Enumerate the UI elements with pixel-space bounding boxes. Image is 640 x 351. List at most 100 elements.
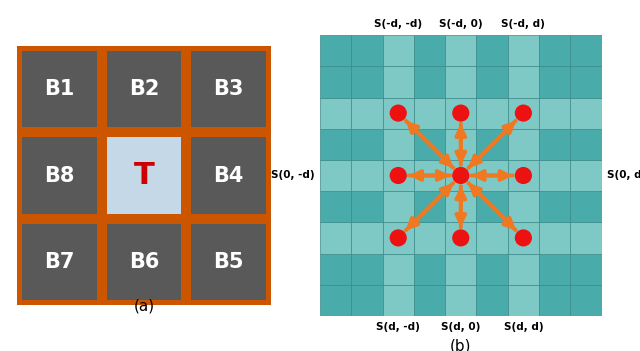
Bar — [508, 66, 539, 98]
Bar — [107, 51, 181, 127]
Bar — [476, 35, 508, 66]
Bar — [445, 129, 476, 160]
Bar — [445, 191, 476, 222]
Bar — [445, 253, 476, 285]
Bar — [351, 98, 383, 129]
Bar — [476, 253, 508, 285]
Bar — [22, 138, 97, 213]
Bar — [508, 35, 539, 66]
Text: B5: B5 — [213, 252, 244, 272]
Bar — [445, 160, 476, 191]
Text: T: T — [134, 161, 154, 190]
Circle shape — [453, 230, 468, 246]
Bar — [508, 129, 539, 160]
Text: (b): (b) — [450, 338, 472, 351]
Bar — [191, 138, 266, 213]
Bar — [320, 160, 351, 191]
Bar — [22, 51, 97, 127]
Circle shape — [515, 168, 531, 183]
Bar — [351, 66, 383, 98]
Bar — [383, 253, 414, 285]
Bar — [570, 129, 602, 160]
Text: S(d, d): S(d, d) — [504, 322, 543, 331]
Bar — [476, 191, 508, 222]
Bar — [539, 35, 570, 66]
Bar — [445, 66, 476, 98]
Bar — [351, 129, 383, 160]
Bar — [383, 160, 414, 191]
Bar — [445, 35, 476, 66]
Text: B6: B6 — [129, 252, 159, 272]
Bar — [320, 35, 351, 66]
Bar — [508, 222, 539, 253]
Text: (a): (a) — [133, 298, 155, 313]
Bar — [570, 253, 602, 285]
Text: S(0, d): S(0, d) — [607, 171, 640, 180]
Bar — [414, 66, 445, 98]
Bar — [570, 285, 602, 316]
Bar — [570, 66, 602, 98]
Bar — [320, 98, 351, 129]
Text: B7: B7 — [44, 252, 75, 272]
Bar — [414, 253, 445, 285]
Circle shape — [390, 105, 406, 121]
Bar — [476, 129, 508, 160]
Bar — [414, 98, 445, 129]
Bar — [414, 129, 445, 160]
Bar — [191, 51, 266, 127]
Bar — [351, 222, 383, 253]
Bar — [107, 138, 181, 213]
Bar — [508, 160, 539, 191]
Bar — [351, 285, 383, 316]
Bar — [508, 98, 539, 129]
Bar — [383, 35, 414, 66]
Text: S(0, -d): S(0, -d) — [271, 171, 314, 180]
Text: S(-d, d): S(-d, d) — [502, 20, 545, 29]
Bar — [476, 98, 508, 129]
Bar — [383, 285, 414, 316]
Bar — [539, 66, 570, 98]
Bar — [414, 285, 445, 316]
Bar — [414, 222, 445, 253]
Bar — [320, 285, 351, 316]
Bar — [570, 98, 602, 129]
Bar — [320, 191, 351, 222]
Text: B4: B4 — [213, 166, 244, 185]
Bar — [383, 98, 414, 129]
Bar — [351, 160, 383, 191]
Bar — [351, 35, 383, 66]
Text: B8: B8 — [44, 166, 75, 185]
Bar — [570, 191, 602, 222]
Text: S(d, 0): S(d, 0) — [441, 322, 481, 331]
Bar — [445, 285, 476, 316]
Text: S(-d, -d): S(-d, -d) — [374, 20, 422, 29]
Bar — [320, 129, 351, 160]
Circle shape — [390, 168, 406, 183]
Bar — [570, 222, 602, 253]
Bar — [320, 66, 351, 98]
Circle shape — [515, 105, 531, 121]
Bar — [539, 129, 570, 160]
Circle shape — [515, 230, 531, 246]
Bar — [320, 222, 351, 253]
Bar — [570, 35, 602, 66]
Bar — [539, 285, 570, 316]
Bar — [414, 35, 445, 66]
Bar — [445, 222, 476, 253]
Bar — [414, 191, 445, 222]
Bar — [383, 191, 414, 222]
Bar — [383, 129, 414, 160]
Text: B2: B2 — [129, 79, 159, 99]
Bar — [570, 160, 602, 191]
Bar — [539, 222, 570, 253]
Bar — [476, 66, 508, 98]
Text: B3: B3 — [213, 79, 244, 99]
Text: S(-d, 0): S(-d, 0) — [439, 20, 483, 29]
Circle shape — [390, 230, 406, 246]
Bar — [191, 224, 266, 300]
Bar — [476, 285, 508, 316]
Bar — [508, 191, 539, 222]
Bar — [383, 222, 414, 253]
Bar — [508, 253, 539, 285]
Bar — [351, 253, 383, 285]
